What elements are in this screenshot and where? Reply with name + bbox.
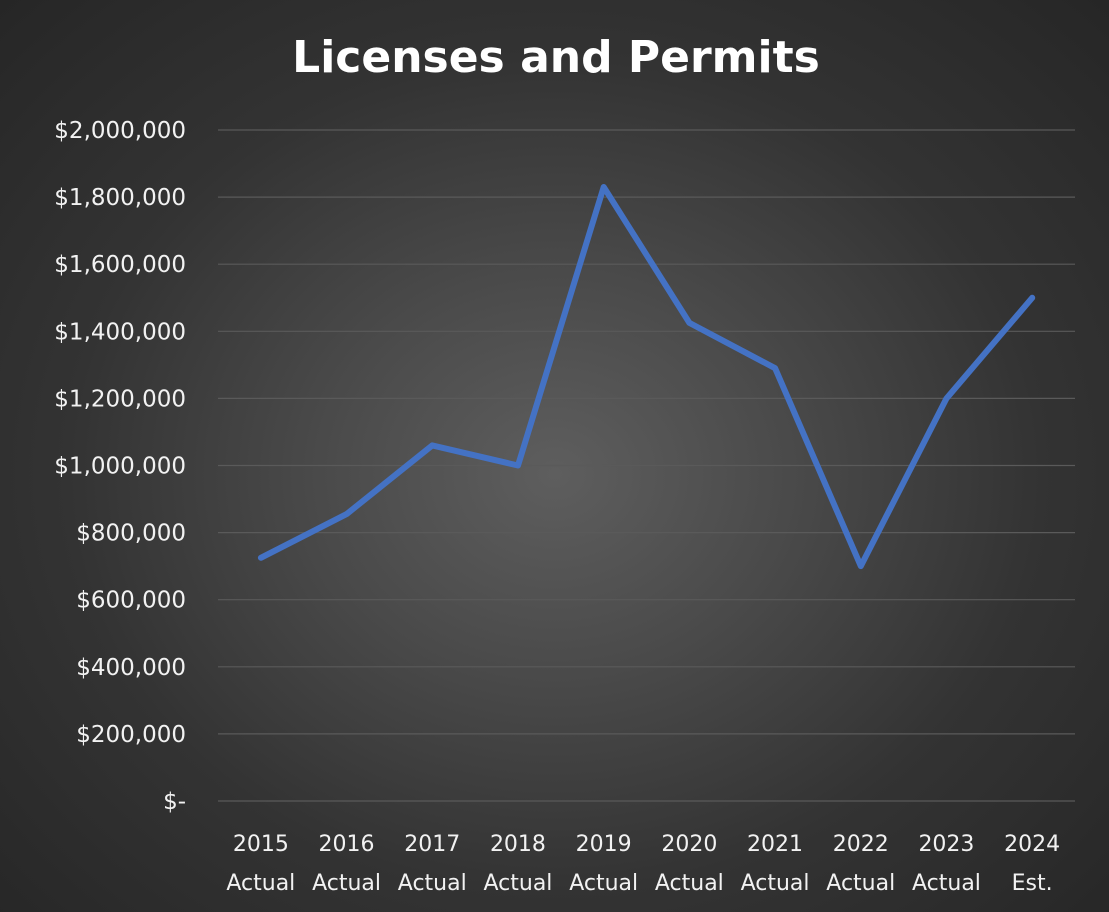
x-tick-label-year: 2024 (1004, 832, 1060, 857)
x-tick-label-year: 2019 (576, 832, 632, 857)
x-tick-label-type: Actual (655, 871, 724, 896)
x-tick-label-type: Actual (912, 871, 981, 896)
chart-title: Licenses and Permits (292, 32, 820, 83)
x-tick-label-type: Actual (741, 871, 810, 896)
x-tick-label-type: Actual (569, 871, 638, 896)
x-axis-tick-labels: 2015 Actual 2016 Actual 2017 Actual 2018 Actual… (226, 832, 1060, 896)
y-tick-label: $1,600,000 (54, 252, 186, 278)
x-tick-label-year: 2021 (747, 832, 803, 857)
y-tick-label: $1,400,000 (54, 319, 186, 345)
y-tick-label: $600,000 (76, 588, 186, 614)
y-axis-tick-labels: $- $200,000 $400,000 $600,000 $800,000 $1,000… (54, 118, 186, 815)
y-tick-label: $1,800,000 (54, 185, 186, 211)
x-tick-label-type: Est. (1012, 871, 1053, 896)
x-tick-label-type: Actual (483, 871, 552, 896)
series-line (257, 184, 1036, 570)
x-tick-label-year: 2017 (404, 832, 460, 857)
y-tick-label: $1,200,000 (54, 386, 186, 412)
x-tick-label-year: 2018 (490, 832, 546, 857)
y-tick-label: $800,000 (76, 521, 186, 547)
series-layer (257, 184, 1036, 570)
x-tick-label-type: Actual (826, 871, 895, 896)
x-tick-label-type: Actual (226, 871, 295, 896)
x-tick-label-year: 2015 (233, 832, 289, 857)
x-tick-label-year: 2023 (918, 832, 974, 857)
x-tick-label-type: Actual (398, 871, 467, 896)
y-tick-label: $200,000 (76, 722, 186, 748)
y-tick-label: $1,000,000 (54, 454, 186, 480)
x-tick-label-year: 2020 (661, 832, 717, 857)
x-tick-label-year: 2022 (833, 832, 889, 857)
y-tick-label: $400,000 (76, 655, 186, 681)
x-tick-label-year: 2016 (319, 832, 375, 857)
y-tick-label: $2,000,000 (54, 118, 186, 144)
x-tick-label-type: Actual (312, 871, 381, 896)
y-tick-label: $- (163, 789, 186, 815)
gridlines (218, 129, 1075, 802)
